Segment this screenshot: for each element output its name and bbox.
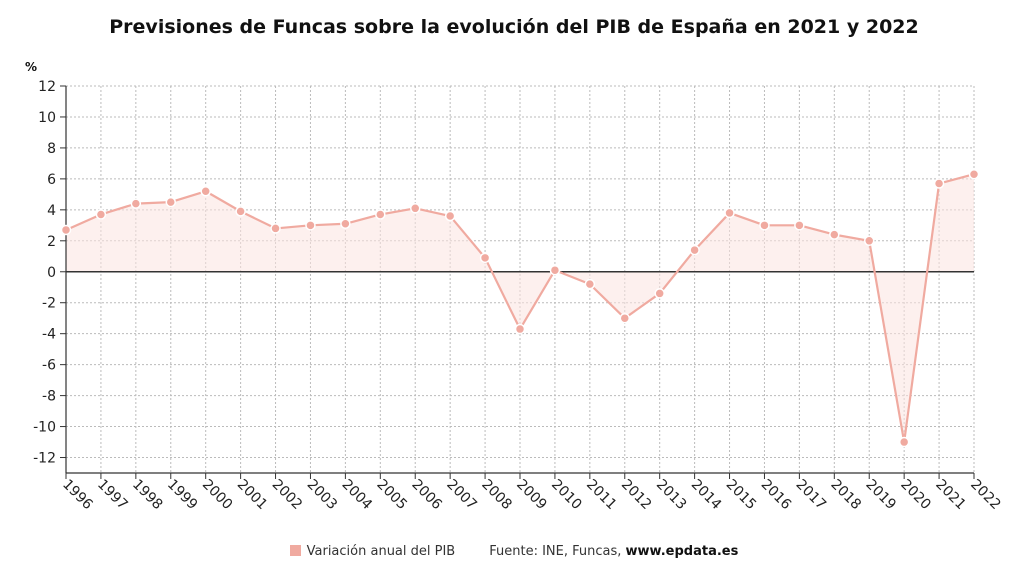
data-point [759,220,770,231]
x-tick-label: 2016 [758,477,795,514]
y-tick-label: -8 [42,389,56,405]
x-tick-label: 1998 [129,477,166,514]
data-point [479,252,491,264]
y-tick-label: -4 [42,327,56,343]
source-text: Fuente: INE, Funcas, [489,544,626,559]
y-tick-label: 12 [38,79,56,95]
data-point [898,436,910,448]
legend-swatch [289,545,301,556]
x-tick-label: 2013 [653,477,690,514]
y-tick-label: -10 [33,420,56,436]
data-point [654,288,665,299]
x-tick-label: 2020 [897,477,934,514]
x-tick-label: 2019 [862,477,899,514]
data-point [794,220,805,231]
x-tick-label: 2000 [199,477,236,514]
x-tick-label: 2012 [618,477,655,514]
data-point [584,278,596,290]
data-point [619,312,631,324]
data-point [95,209,107,220]
data-point [968,168,980,180]
data-point [165,196,177,208]
data-point [270,223,281,234]
x-tick-label: 2010 [548,477,585,514]
x-tick-label: 1997 [94,477,131,514]
data-point [60,224,72,236]
series-area [66,174,974,443]
y-tick-label: 2 [47,234,56,250]
legend-label: Variación anual del PIB [306,544,456,559]
y-tick-label: -6 [42,358,56,374]
x-tick-label: 2001 [234,477,271,514]
y-axis-unit-label: % [25,60,38,74]
data-point [130,198,142,209]
data-point [514,323,526,335]
y-tick-label: 6 [47,172,56,188]
data-point [235,206,246,217]
x-tick-label: 2004 [339,477,376,514]
y-tick-label: 10 [38,110,56,126]
y-tick-label: 4 [47,203,56,219]
x-tick-label: 2009 [513,477,550,514]
x-tick-label: 2005 [373,477,410,514]
x-tick-label: 2018 [827,477,864,514]
source-link[interactable]: www.epdata.es [625,544,739,559]
x-tick-label: 2022 [967,477,1004,514]
data-point [724,207,735,219]
x-tick-label: 2011 [583,477,620,514]
x-tick-label: 2002 [269,477,306,514]
x-tick-label: 2014 [688,477,725,514]
data-point [305,220,316,231]
data-point [933,178,945,189]
x-tick-label: 2015 [723,477,760,514]
y-tick-label: -2 [42,296,56,312]
y-tick-label: 0 [47,265,56,281]
data-point [689,244,700,256]
data-point [829,229,840,240]
x-tick-label: 2006 [408,477,445,514]
data-point [549,264,561,276]
x-tick-label: 2008 [478,477,515,514]
y-tick-label: -12 [33,451,56,467]
data-point [375,209,386,220]
data-point [200,186,211,197]
data-point [340,218,351,230]
x-tick-label: 1996 [59,477,96,514]
data-point [444,210,456,222]
chart-footer: Variación anual del PIB Fuente: INE, Func… [0,544,1028,559]
x-tick-label: 2003 [304,477,341,514]
data-point [409,203,421,214]
data-point [863,235,875,247]
chart-title: Previsiones de Funcas sobre la evolución… [109,16,919,38]
y-tick-label: 8 [47,141,56,157]
line-chart: 121086420-2-4-6-8-10-1219961997199819992… [33,79,1004,514]
x-tick-label: 2007 [443,477,480,514]
x-tick-label: 2021 [932,477,969,514]
x-tick-label: 2017 [793,477,830,514]
x-tick-label: 1999 [164,477,201,514]
